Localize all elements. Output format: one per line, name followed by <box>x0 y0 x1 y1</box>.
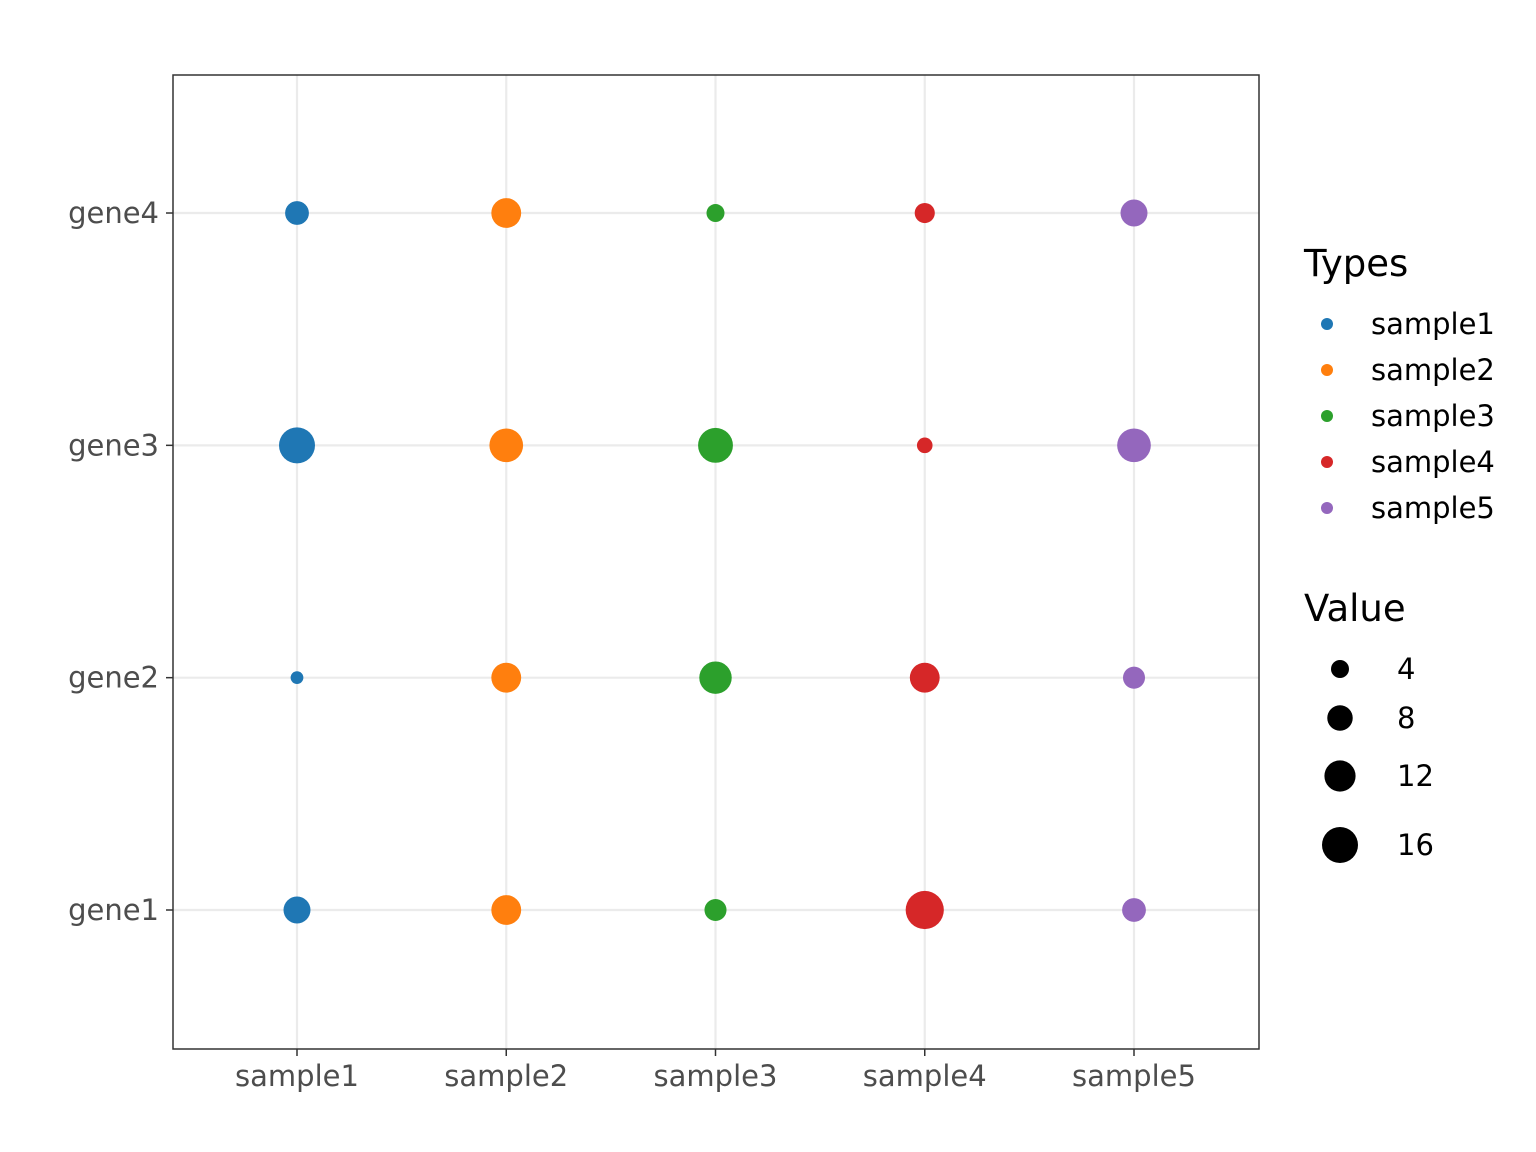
color-legend-title: Types <box>1303 242 1408 285</box>
data-point <box>909 662 940 693</box>
x-tick-label: sample3 <box>654 1059 778 1093</box>
data-point <box>283 896 311 924</box>
y-tick-label: gene2 <box>68 661 159 695</box>
legend-size-label: 16 <box>1397 828 1434 862</box>
data-point <box>1122 666 1146 689</box>
legend-size-label: 4 <box>1397 652 1415 686</box>
data-point <box>706 204 725 223</box>
legend-color-key <box>1321 364 1333 376</box>
data-point <box>704 898 727 922</box>
x-tick-label: sample2 <box>444 1059 568 1093</box>
data-point <box>290 671 304 685</box>
legend-size-key <box>1331 660 1349 678</box>
y-tick-label: gene4 <box>68 196 159 230</box>
legend-color-label: sample2 <box>1371 353 1495 387</box>
data-point <box>699 661 732 694</box>
legend-color-key <box>1321 318 1333 330</box>
legend-size-label: 8 <box>1397 701 1415 735</box>
data-points <box>279 198 1151 930</box>
data-point <box>1120 199 1148 227</box>
data-point <box>1117 428 1151 463</box>
axes: sample1 sample2 sample3 sample4 sample5 gene1… <box>68 196 1196 1093</box>
data-point <box>914 202 935 224</box>
data-point <box>489 428 524 463</box>
legend-size-label: 12 <box>1397 759 1434 793</box>
legend-color-key <box>1321 410 1333 422</box>
data-point <box>491 895 522 925</box>
legend-color-key <box>1321 502 1333 514</box>
data-point <box>916 437 933 454</box>
data-point <box>491 662 522 693</box>
legend-color-label: sample3 <box>1371 399 1495 433</box>
data-point <box>698 427 733 463</box>
x-tick-label: sample1 <box>235 1059 359 1093</box>
data-point <box>285 201 309 225</box>
legend-color-label: sample4 <box>1371 445 1495 479</box>
y-tick-label: gene3 <box>68 428 159 462</box>
x-tick-label: sample5 <box>1072 1059 1196 1093</box>
legend-size-key <box>1327 705 1353 731</box>
data-point <box>905 890 944 930</box>
y-tick-label: gene1 <box>68 893 159 927</box>
legends: Types sample1 sample2 sample3 sample4 sample5… <box>1303 242 1495 863</box>
x-tick-label: sample4 <box>863 1059 987 1093</box>
legend-size-key <box>1324 760 1356 792</box>
legend-color-label: sample1 <box>1371 307 1495 341</box>
legend-color-label: sample5 <box>1371 491 1495 525</box>
data-point <box>1122 898 1146 922</box>
legend-size-key <box>1322 827 1358 863</box>
data-point <box>491 198 522 228</box>
data-point <box>279 427 315 464</box>
size-legend-title: Value <box>1304 587 1406 630</box>
legend-color-key <box>1321 456 1333 468</box>
